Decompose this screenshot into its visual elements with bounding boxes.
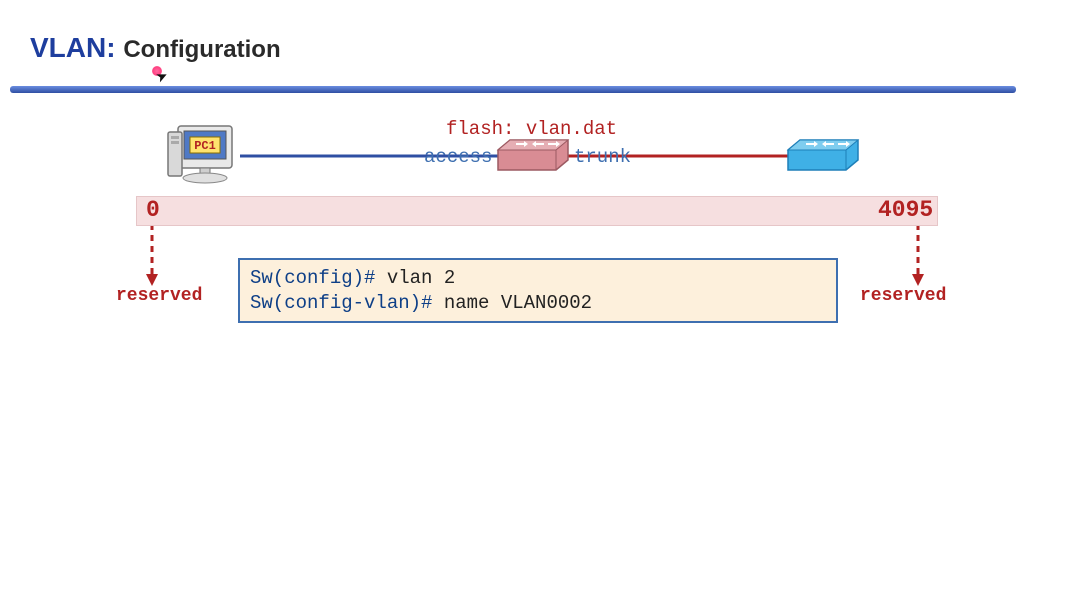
trunk-label: trunk (574, 146, 631, 168)
access-label: access (424, 146, 492, 168)
reserved-arrow-right (912, 224, 924, 286)
cli-cmd-2: name VLAN0002 (432, 292, 592, 314)
cli-line-1: Sw(config)# vlan 2 (250, 266, 826, 291)
diagram-stage: VLAN: Configuration ➤ PC1 (0, 0, 1076, 604)
reserved-arrow-left (146, 224, 158, 286)
cli-prompt-1: Sw(config)# (250, 267, 375, 289)
cli-cmd-1: vlan 2 (375, 267, 455, 289)
switch-trunk-node (788, 140, 858, 170)
pc-node: PC1 (168, 126, 232, 183)
topology-svg: PC1 (0, 0, 1076, 300)
pc-label: PC1 (194, 139, 216, 153)
switch-access-node (498, 140, 568, 170)
vlan-range-left: 0 (146, 197, 160, 223)
cli-line-2: Sw(config-vlan)# name VLAN0002 (250, 291, 826, 316)
reserved-left-label: reserved (116, 286, 202, 306)
reserved-right-label: reserved (860, 286, 946, 306)
cli-prompt-2: Sw(config-vlan)# (250, 292, 432, 314)
vlan-range-right: 4095 (878, 197, 933, 223)
flash-label: flash: vlan.dat (446, 118, 617, 140)
cli-config-box: Sw(config)# vlan 2 Sw(config-vlan)# name… (238, 258, 838, 323)
vlan-range-bar (136, 196, 938, 226)
